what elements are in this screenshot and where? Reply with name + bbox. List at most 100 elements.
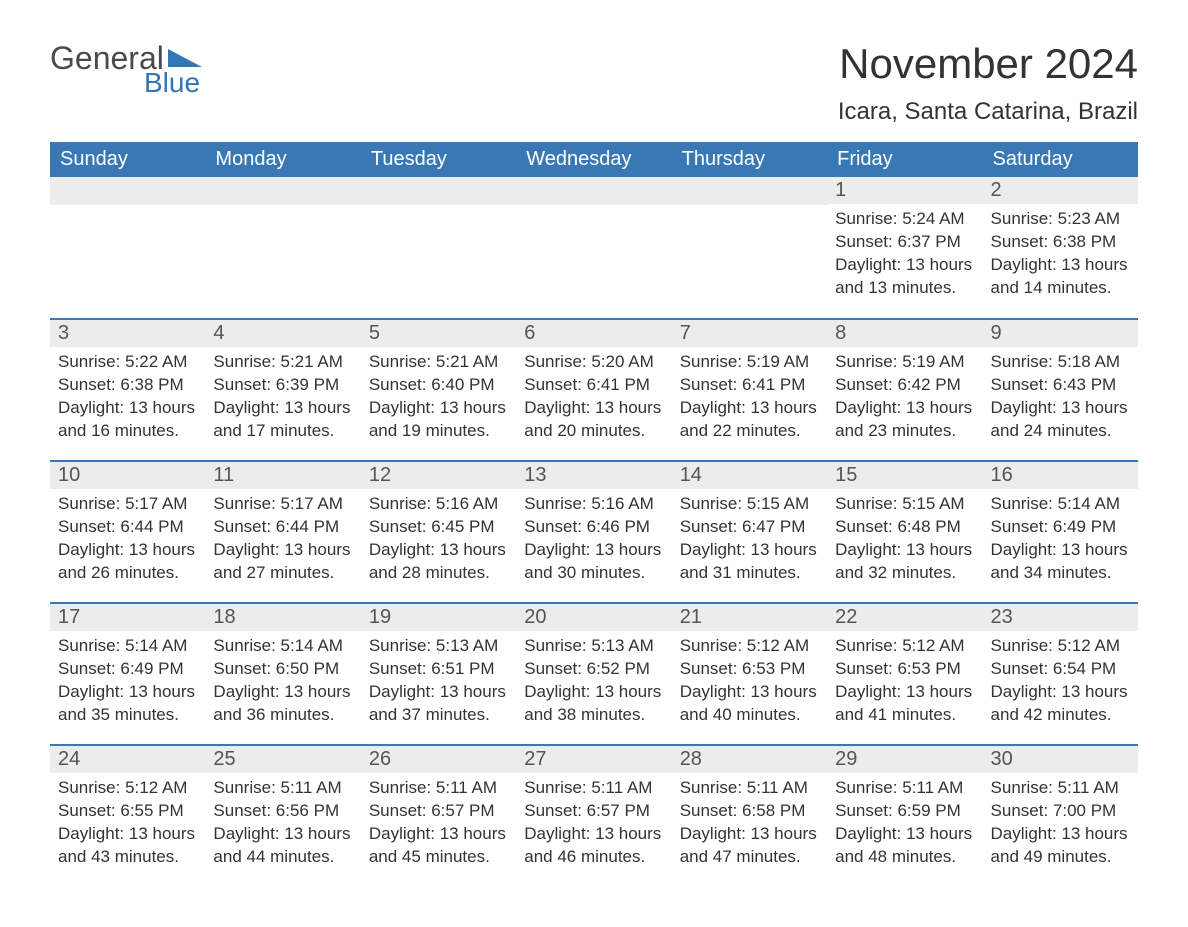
calendar-cell: 29Sunrise: 5:11 AMSunset: 6:59 PMDayligh… [827, 745, 982, 887]
sunset-line: Sunset: 6:49 PM [991, 516, 1130, 539]
daylight-line: Daylight: 13 hours and 34 minutes. [991, 539, 1130, 585]
daylight-line: Daylight: 13 hours and 40 minutes. [680, 681, 819, 727]
sunrise-line: Sunrise: 5:15 AM [680, 493, 819, 516]
day-number [516, 177, 671, 205]
calendar-cell [516, 177, 671, 319]
day-number: 28 [672, 746, 827, 773]
day-number: 30 [983, 746, 1138, 773]
calendar-cell [205, 177, 360, 319]
day-body: Sunrise: 5:17 AMSunset: 6:44 PMDaylight:… [205, 489, 360, 593]
logo: General Blue [50, 40, 206, 99]
location: Icara, Santa Catarina, Brazil [838, 98, 1138, 126]
calendar: Sunday Monday Tuesday Wednesday Thursday… [50, 142, 1138, 887]
daylight-line: Daylight: 13 hours and 13 minutes. [835, 254, 974, 300]
calendar-cell: 23Sunrise: 5:12 AMSunset: 6:54 PMDayligh… [983, 603, 1138, 745]
day-body: Sunrise: 5:22 AMSunset: 6:38 PMDaylight:… [50, 347, 205, 451]
day-body: Sunrise: 5:13 AMSunset: 6:52 PMDaylight:… [516, 631, 671, 735]
header: General Blue November 2024 Icara, Santa … [50, 40, 1138, 136]
sunset-line: Sunset: 6:54 PM [991, 658, 1130, 681]
day-body: Sunrise: 5:19 AMSunset: 6:41 PMDaylight:… [672, 347, 827, 451]
day-number: 15 [827, 462, 982, 489]
sunset-line: Sunset: 6:38 PM [58, 374, 197, 397]
calendar-cell: 21Sunrise: 5:12 AMSunset: 6:53 PMDayligh… [672, 603, 827, 745]
daylight-line: Daylight: 13 hours and 31 minutes. [680, 539, 819, 585]
day-body: Sunrise: 5:12 AMSunset: 6:54 PMDaylight:… [983, 631, 1138, 735]
sunset-line: Sunset: 6:58 PM [680, 800, 819, 823]
sunrise-line: Sunrise: 5:17 AM [58, 493, 197, 516]
day-number: 3 [50, 320, 205, 347]
day-number: 23 [983, 604, 1138, 631]
col-monday: Monday [205, 142, 360, 177]
calendar-cell: 15Sunrise: 5:15 AMSunset: 6:48 PMDayligh… [827, 461, 982, 603]
calendar-week: 1Sunrise: 5:24 AMSunset: 6:37 PMDaylight… [50, 177, 1138, 319]
day-number: 13 [516, 462, 671, 489]
day-number: 12 [361, 462, 516, 489]
day-body: Sunrise: 5:12 AMSunset: 6:53 PMDaylight:… [672, 631, 827, 735]
day-number: 24 [50, 746, 205, 773]
sunrise-line: Sunrise: 5:22 AM [58, 351, 197, 374]
day-number: 5 [361, 320, 516, 347]
calendar-week: 10Sunrise: 5:17 AMSunset: 6:44 PMDayligh… [50, 461, 1138, 603]
sunrise-line: Sunrise: 5:24 AM [835, 208, 974, 231]
calendar-cell: 6Sunrise: 5:20 AMSunset: 6:41 PMDaylight… [516, 319, 671, 461]
day-number [50, 177, 205, 205]
sunset-line: Sunset: 6:37 PM [835, 231, 974, 254]
day-body: Sunrise: 5:15 AMSunset: 6:47 PMDaylight:… [672, 489, 827, 593]
calendar-cell: 28Sunrise: 5:11 AMSunset: 6:58 PMDayligh… [672, 745, 827, 887]
sunset-line: Sunset: 6:38 PM [991, 231, 1130, 254]
sunrise-line: Sunrise: 5:21 AM [213, 351, 352, 374]
daylight-line: Daylight: 13 hours and 28 minutes. [369, 539, 508, 585]
daylight-line: Daylight: 13 hours and 48 minutes. [835, 823, 974, 869]
day-number: 27 [516, 746, 671, 773]
daylight-line: Daylight: 13 hours and 45 minutes. [369, 823, 508, 869]
sunrise-line: Sunrise: 5:15 AM [835, 493, 974, 516]
calendar-cell: 2Sunrise: 5:23 AMSunset: 6:38 PMDaylight… [983, 177, 1138, 319]
col-friday: Friday [827, 142, 982, 177]
day-number: 16 [983, 462, 1138, 489]
day-body: Sunrise: 5:14 AMSunset: 6:49 PMDaylight:… [50, 631, 205, 735]
day-body: Sunrise: 5:14 AMSunset: 6:49 PMDaylight:… [983, 489, 1138, 593]
sunset-line: Sunset: 6:44 PM [58, 516, 197, 539]
daylight-line: Daylight: 13 hours and 47 minutes. [680, 823, 819, 869]
calendar-body: 1Sunrise: 5:24 AMSunset: 6:37 PMDaylight… [50, 177, 1138, 887]
calendar-cell: 22Sunrise: 5:12 AMSunset: 6:53 PMDayligh… [827, 603, 982, 745]
calendar-cell: 13Sunrise: 5:16 AMSunset: 6:46 PMDayligh… [516, 461, 671, 603]
day-body: Sunrise: 5:13 AMSunset: 6:51 PMDaylight:… [361, 631, 516, 735]
day-number: 18 [205, 604, 360, 631]
day-number: 14 [672, 462, 827, 489]
day-number: 2 [983, 177, 1138, 204]
calendar-cell: 11Sunrise: 5:17 AMSunset: 6:44 PMDayligh… [205, 461, 360, 603]
sunset-line: Sunset: 6:43 PM [991, 374, 1130, 397]
col-sunday: Sunday [50, 142, 205, 177]
col-tuesday: Tuesday [361, 142, 516, 177]
day-body: Sunrise: 5:21 AMSunset: 6:40 PMDaylight:… [361, 347, 516, 451]
sunset-line: Sunset: 6:39 PM [213, 374, 352, 397]
sunrise-line: Sunrise: 5:12 AM [680, 635, 819, 658]
sunset-line: Sunset: 6:56 PM [213, 800, 352, 823]
day-number: 22 [827, 604, 982, 631]
daylight-line: Daylight: 13 hours and 32 minutes. [835, 539, 974, 585]
day-body: Sunrise: 5:11 AMSunset: 6:57 PMDaylight:… [516, 773, 671, 877]
daylight-line: Daylight: 13 hours and 43 minutes. [58, 823, 197, 869]
day-body: Sunrise: 5:11 AMSunset: 6:56 PMDaylight:… [205, 773, 360, 877]
calendar-header: Sunday Monday Tuesday Wednesday Thursday… [50, 142, 1138, 177]
sunset-line: Sunset: 6:44 PM [213, 516, 352, 539]
day-number: 21 [672, 604, 827, 631]
sunrise-line: Sunrise: 5:20 AM [524, 351, 663, 374]
daylight-line: Daylight: 13 hours and 41 minutes. [835, 681, 974, 727]
calendar-week: 17Sunrise: 5:14 AMSunset: 6:49 PMDayligh… [50, 603, 1138, 745]
sunrise-line: Sunrise: 5:19 AM [835, 351, 974, 374]
sunrise-line: Sunrise: 5:17 AM [213, 493, 352, 516]
daylight-line: Daylight: 13 hours and 26 minutes. [58, 539, 197, 585]
calendar-cell: 7Sunrise: 5:19 AMSunset: 6:41 PMDaylight… [672, 319, 827, 461]
calendar-cell: 9Sunrise: 5:18 AMSunset: 6:43 PMDaylight… [983, 319, 1138, 461]
sunset-line: Sunset: 7:00 PM [991, 800, 1130, 823]
sunrise-line: Sunrise: 5:23 AM [991, 208, 1130, 231]
sunset-line: Sunset: 6:41 PM [680, 374, 819, 397]
daylight-line: Daylight: 13 hours and 35 minutes. [58, 681, 197, 727]
sunset-line: Sunset: 6:57 PM [369, 800, 508, 823]
col-wednesday: Wednesday [516, 142, 671, 177]
day-number: 4 [205, 320, 360, 347]
calendar-cell: 14Sunrise: 5:15 AMSunset: 6:47 PMDayligh… [672, 461, 827, 603]
day-body: Sunrise: 5:21 AMSunset: 6:39 PMDaylight:… [205, 347, 360, 451]
